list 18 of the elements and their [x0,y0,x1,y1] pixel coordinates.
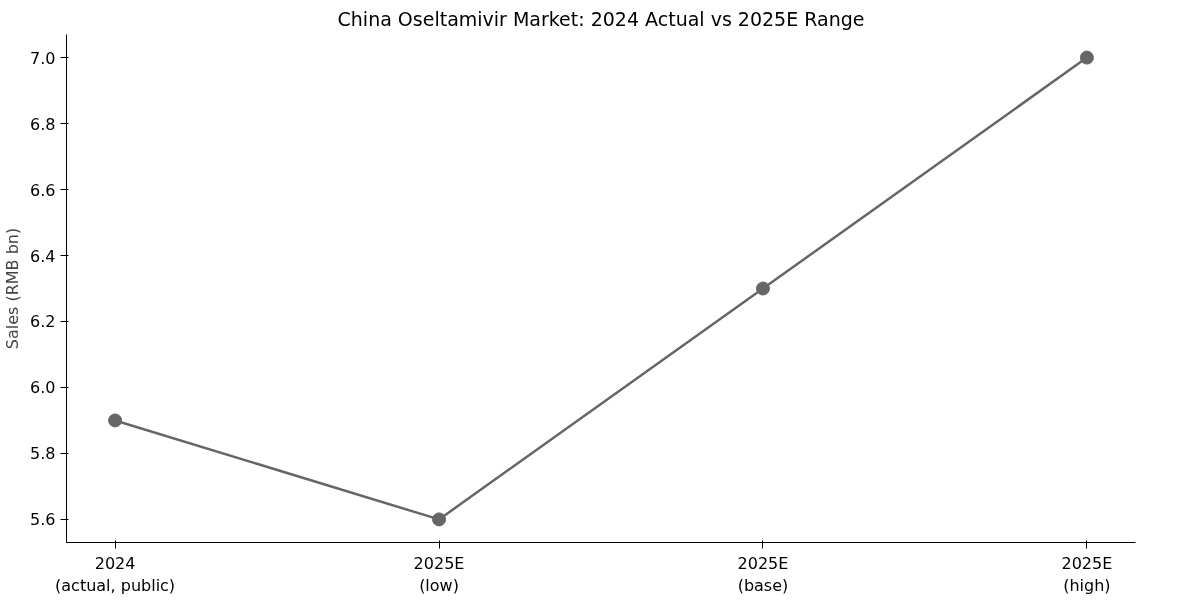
point [1079,50,1094,65]
x-tick-label: 2025E (base) [737,553,789,596]
point [108,413,123,428]
y-tick-label: 6.4 [30,246,56,266]
y-tick-label: 6.6 [30,180,56,200]
point [755,281,770,296]
y-tick-label: 6.0 [30,378,56,398]
y-tick-label: 6.2 [30,312,56,332]
y-tick-label: 5.8 [30,444,56,464]
point [432,512,447,527]
y-tick-label: 7.0 [30,48,56,68]
x-tick-label: 2025E (high) [1061,553,1113,596]
y-axis-title: Sales (RMB bn) [3,227,23,350]
x-tick-label: 2024 (actual, public) [55,553,176,596]
y-tick-label: 5.6 [30,510,56,530]
x-tick-label: 2025E (low) [413,553,465,596]
chart-title: China Oseltamivir Market: 2024 Actual vs 2025E Range [337,7,865,30]
y-tick-label: 6.8 [30,114,56,134]
